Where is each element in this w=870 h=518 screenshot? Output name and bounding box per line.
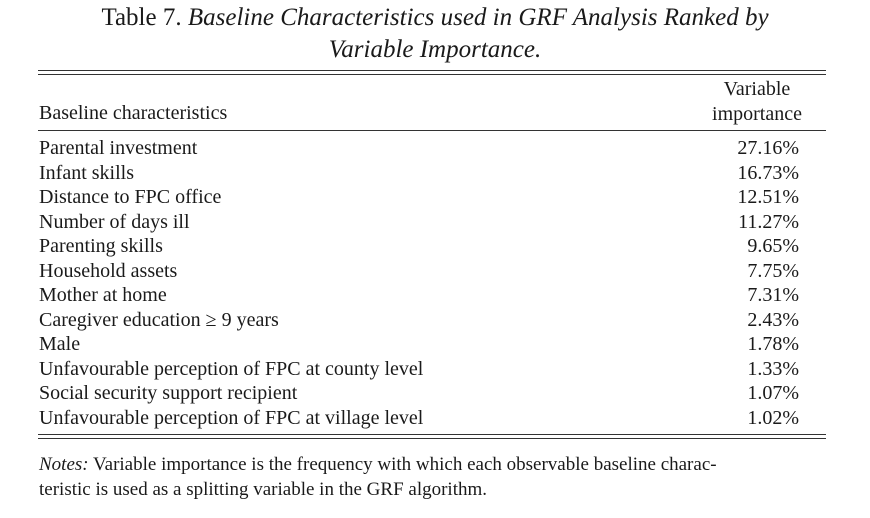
bottom-rule-upper <box>38 434 826 435</box>
row-characteristic: Mother at home <box>39 284 167 306</box>
row-characteristic: Household assets <box>39 259 178 282</box>
bottom-rule-lower <box>38 438 826 439</box>
caption-title-part-2: Variable Importance. <box>328 36 542 63</box>
table-row: Number of days ill 11.27% <box>39 210 799 235</box>
row-importance: 1.33% <box>747 357 799 380</box>
table-row: Caregiver education ≥ 9 years 2.43% <box>39 308 799 333</box>
row-characteristic: Infant skills <box>39 161 134 184</box>
notes-label: Notes: <box>39 454 89 475</box>
table-row: Male 1.78% <box>39 332 799 357</box>
top-rule-upper <box>38 70 826 71</box>
row-characteristic: Male <box>39 333 81 355</box>
table-row: Social security support recipient 1.07% <box>39 381 799 406</box>
table-row: Parenting skills 9.65% <box>39 234 799 259</box>
caption-title-part-1: Baseline Characteristics used in GRF Ana… <box>187 4 769 31</box>
row-characteristic: Unfavourable perception of FPC at villag… <box>39 406 424 429</box>
row-importance: 16.73% <box>737 161 799 184</box>
row-importance: 7.75% <box>747 259 799 282</box>
row-characteristic: Caregiver education ≥ 9 years <box>39 308 279 331</box>
row-importance: 9.65% <box>747 235 799 257</box>
table-row: Distance to FPC office 12.51% <box>39 185 799 210</box>
row-importance: 27.16% <box>737 137 799 159</box>
table-notes: Notes: Variable importance is the freque… <box>39 452 829 502</box>
row-importance: 12.51% <box>737 186 799 208</box>
top-rule-lower <box>38 74 826 75</box>
row-characteristic: Number of days ill <box>39 210 190 233</box>
caption-label: Table 7. <box>101 4 182 31</box>
notes-line-1: Notes: Variable importance is the freque… <box>39 452 829 477</box>
notes-text-1: Variable importance is the frequency wit… <box>93 454 717 475</box>
column-header-importance-line-1: Variable <box>723 78 791 100</box>
row-characteristic: Distance to FPC office <box>39 186 222 208</box>
row-characteristic: Unfavourable perception of FPC at county… <box>39 357 424 380</box>
header-rule <box>38 130 826 131</box>
table-row: Household assets 7.75% <box>39 259 799 284</box>
caption-line-2: Variable Importance. <box>0 34 870 66</box>
row-importance: 11.27% <box>738 210 799 233</box>
table-row: Parental investment 27.16% <box>39 136 799 161</box>
column-header-importance-line-2: importance <box>712 103 802 125</box>
row-importance: 7.31% <box>747 284 799 306</box>
notes-line-2: teristic is used as a splitting variable… <box>39 479 488 500</box>
row-importance: 1.07% <box>747 382 799 404</box>
table-row: Unfavourable perception of FPC at county… <box>39 357 799 382</box>
table-body: Parental investment 27.16% Infant skills… <box>39 136 799 430</box>
table-row: Mother at home 7.31% <box>39 283 799 308</box>
column-header-importance: Variable importance <box>695 77 819 127</box>
row-characteristic: Parental investment <box>39 137 198 159</box>
column-header-characteristics: Baseline characteristics <box>39 102 228 124</box>
row-importance: 1.02% <box>747 406 799 429</box>
row-characteristic: Parenting skills <box>39 235 163 257</box>
table-row: Unfavourable perception of FPC at villag… <box>39 406 799 431</box>
table-row: Infant skills 16.73% <box>39 161 799 186</box>
row-importance: 2.43% <box>747 308 799 331</box>
row-characteristic: Social security support recipient <box>39 382 298 404</box>
caption-line-1: Table 7. Baseline Characteristics used i… <box>0 2 870 34</box>
row-importance: 1.78% <box>747 333 799 355</box>
table-caption: Table 7. Baseline Characteristics used i… <box>0 2 870 66</box>
